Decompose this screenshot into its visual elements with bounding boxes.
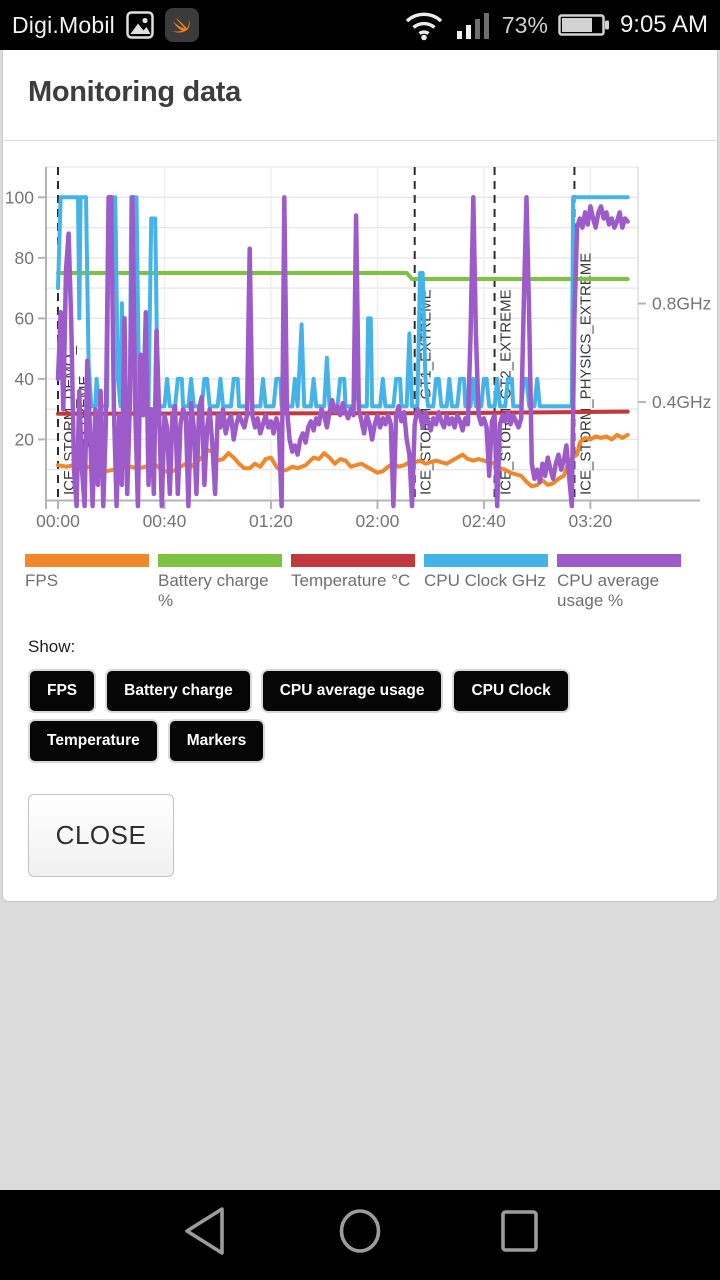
status-bar: Digi.Mobil [0, 0, 720, 50]
page-title: Monitoring data [28, 76, 241, 108]
cpu-usage-color-swatch [557, 554, 681, 567]
legend-label: Battery charge % [158, 571, 269, 610]
android-nav-bar [0, 1190, 720, 1280]
battery-icon [558, 11, 610, 39]
close-button[interactable]: CLOSE [28, 794, 174, 877]
home-icon[interactable] [339, 1209, 381, 1253]
title-divider [2, 140, 718, 141]
legend-item-cpu-clock: CPU Clock GHz [424, 554, 557, 611]
battery-color-swatch [158, 554, 282, 567]
temperature-color-swatch [291, 554, 415, 567]
legend-label: Temperature °C [291, 571, 411, 590]
carrier-label: Digi.Mobil [12, 11, 115, 38]
fps-color-swatch [25, 554, 149, 567]
legend-item-cpu-usage: CPU average usage % [557, 554, 690, 611]
toggle-button-row: FPS Battery charge CPU average usage CPU… [28, 669, 694, 763]
swift-app-icon [164, 8, 199, 42]
battery-percent-label: 73% [501, 11, 548, 38]
toggle-cpu-average-usage-button[interactable]: CPU average usage [260, 669, 444, 713]
legend-label: CPU average usage % [557, 571, 660, 610]
legend-label: CPU Clock GHz [424, 571, 546, 590]
toggle-fps-button[interactable]: FPS [28, 669, 97, 713]
cpu-clock-color-swatch [424, 554, 548, 567]
monitoring-dialog [2, 50, 718, 902]
legend-item-battery: Battery charge % [158, 554, 291, 611]
legend-label: FPS [25, 571, 59, 590]
wifi-icon [403, 8, 445, 42]
chart-legend: FPS Battery charge % Temperature °C CPU … [25, 554, 705, 611]
toggle-markers-button[interactable]: Markers [167, 719, 266, 763]
back-icon[interactable] [185, 1207, 224, 1255]
signal-strength-icon [456, 10, 490, 40]
toggle-temperature-button[interactable]: Temperature [28, 719, 159, 763]
toggle-cpu-clock-button[interactable]: CPU Clock [452, 669, 570, 713]
legend-item-temperature: Temperature °C [291, 554, 424, 611]
recents-icon[interactable] [501, 1210, 538, 1252]
toggle-battery-charge-button[interactable]: Battery charge [105, 669, 252, 713]
legend-item-fps: FPS [25, 554, 158, 611]
show-label: Show: [28, 637, 76, 656]
clock-label: 9:05 AM [619, 11, 708, 38]
photo-notification-icon [125, 10, 155, 40]
